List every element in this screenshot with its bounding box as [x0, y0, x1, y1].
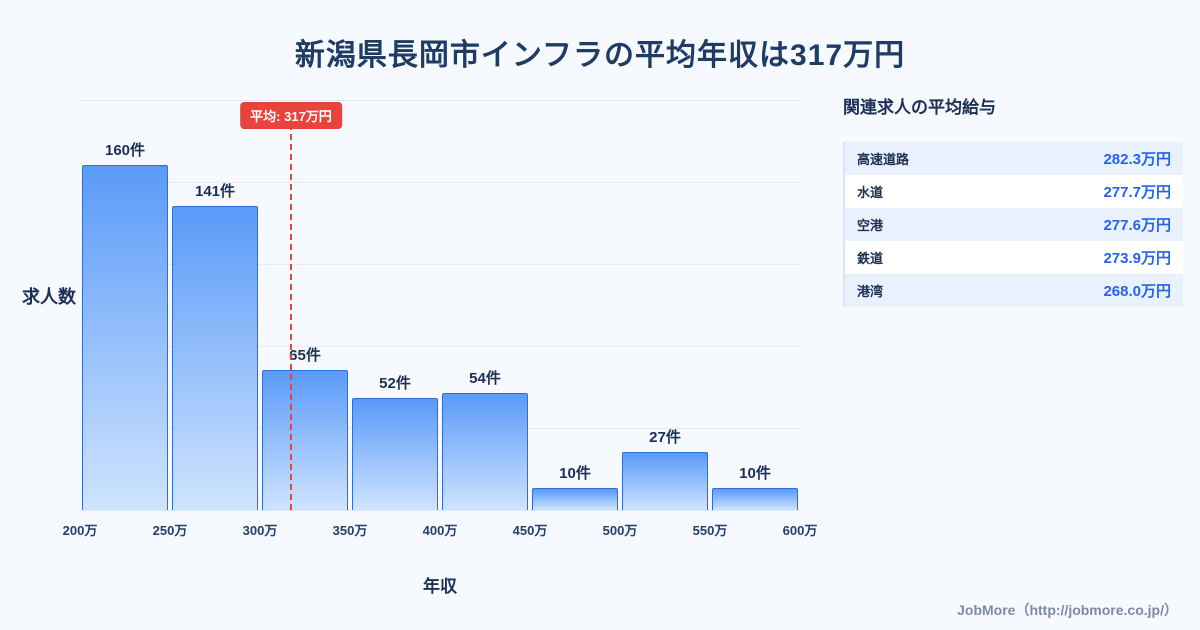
average-line — [290, 124, 292, 510]
histogram-bar — [712, 488, 798, 510]
histogram-bar — [262, 370, 348, 510]
salary-category-label: 空港 — [857, 218, 884, 233]
bar-slot: 160件 — [80, 139, 170, 510]
bar-value-label: 65件 — [289, 347, 321, 364]
related-salaries-panel: 関連求人の平均給与 高速道路 282.3万円水道 277.7万円空港 277.6万円鉄… — [843, 93, 1183, 307]
histogram-bar — [622, 452, 708, 510]
x-tick-label: 350万 — [332, 523, 368, 538]
bar-slot: 10件 — [530, 462, 620, 510]
panel-heading: 関連求人の平均給与 — [843, 98, 996, 117]
salary-value: 273.9万円 — [1103, 250, 1171, 267]
x-axis-ticks: 200万 250万 300万 350万 400万 450万 500万 550万 600万 — [63, 520, 818, 540]
histogram-bar — [82, 165, 168, 510]
bar-slot: 141件 — [170, 180, 260, 510]
salary-row: 水道 277.7万円 — [845, 175, 1183, 208]
x-tick-label: 500万 — [602, 523, 638, 538]
bar-value-label: 52件 — [379, 375, 411, 392]
bar-slot: 65件 — [260, 344, 350, 510]
x-tick-label: 400万 — [422, 523, 458, 538]
bar-value-label: 10件 — [559, 465, 591, 482]
salary-category-label: 港湾 — [857, 284, 884, 299]
bar-slot: 54件 — [440, 367, 530, 510]
salary-row: 港湾 268.0万円 — [845, 274, 1183, 307]
salary-category-label: 高速道路 — [857, 152, 910, 167]
bar-value-label: 160件 — [104, 142, 146, 159]
histogram-bar — [532, 488, 618, 510]
salary-value: 268.0万円 — [1103, 283, 1171, 300]
salary-list: 高速道路 282.3万円水道 277.7万円空港 277.6万円鉄道 273.9万円港湾… — [843, 142, 1183, 307]
x-tick-label: 450万 — [512, 523, 548, 538]
x-tick-label: 600万 — [782, 523, 818, 538]
bar-value-label: 10件 — [739, 465, 771, 482]
bar-value-label: 27件 — [649, 429, 681, 446]
salary-category-label: 水道 — [857, 185, 884, 200]
histogram-bar — [352, 398, 438, 510]
page-title: 新潟県長岡市インフラの平均年収は317万円 — [294, 39, 906, 72]
salary-row: 鉄道 273.9万円 — [845, 241, 1183, 274]
bars: 160件 141件 65件 52件 54件 10件 27件 10件 — [80, 100, 800, 510]
average-badge: 平均: 317万円 — [240, 102, 342, 129]
gridline — [80, 428, 800, 429]
histogram-bar — [442, 393, 528, 510]
x-tick-label: 550万 — [692, 523, 728, 538]
bar-value-label: 141件 — [194, 183, 236, 200]
x-tick-label: 250万 — [152, 523, 188, 538]
footer-credit: JobMore（http://jobmore.co.jp/） — [957, 602, 1178, 618]
salary-row: 空港 277.6万円 — [845, 208, 1183, 241]
x-tick-label: 300万 — [242, 523, 278, 538]
gridline — [80, 510, 800, 511]
salary-value: 282.3万円 — [1103, 151, 1171, 168]
salary-value: 277.7万円 — [1103, 184, 1171, 201]
salary-value: 277.6万円 — [1103, 217, 1171, 234]
gridline — [80, 346, 800, 347]
bar-value-label: 54件 — [469, 370, 501, 387]
bar-slot: 52件 — [350, 372, 440, 510]
x-axis-label: 年収 — [423, 577, 457, 596]
histogram-plot: 160件 141件 65件 52件 54件 10件 27件 10件 平均: 317万円 — [80, 100, 800, 511]
bar-slot: 27件 — [620, 426, 710, 510]
bar-slot: 10件 — [710, 462, 800, 510]
gridline — [80, 264, 800, 265]
histogram-bar — [172, 206, 258, 510]
salary-row: 高速道路 282.3万円 — [845, 142, 1183, 175]
gridline — [80, 100, 800, 101]
x-tick-label: 200万 — [62, 523, 98, 538]
y-axis-label: 求人数 — [22, 287, 76, 307]
salary-category-label: 鉄道 — [857, 251, 884, 266]
gridline — [80, 182, 800, 183]
